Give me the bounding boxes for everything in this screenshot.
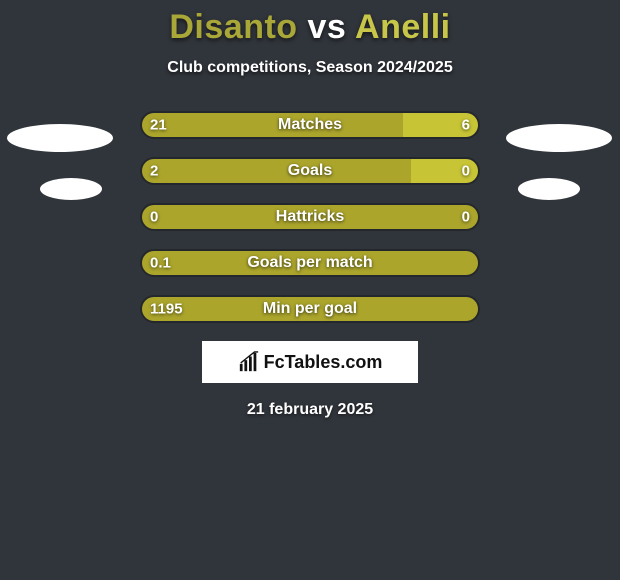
value-right: 6 bbox=[462, 117, 470, 134]
value-left: 1195 bbox=[150, 301, 183, 318]
value-left: 0 bbox=[150, 209, 158, 226]
chart-icon bbox=[238, 351, 260, 373]
brand-badge: FcTables.com bbox=[202, 341, 418, 383]
bar-left bbox=[142, 113, 403, 137]
bar-left bbox=[142, 159, 411, 183]
stat-row: 21 6 Matches bbox=[140, 111, 480, 139]
value-left: 21 bbox=[150, 117, 167, 134]
player-marker bbox=[7, 124, 113, 152]
stat-row: 1195 Min per goal bbox=[140, 295, 480, 323]
value-right: 0 bbox=[462, 209, 470, 226]
player-marker bbox=[40, 178, 102, 200]
page-title: Disanto vs Anelli bbox=[0, 0, 620, 47]
value-right: 0 bbox=[462, 163, 470, 180]
title-player-left: Disanto bbox=[169, 8, 297, 46]
brand-text: FcTables.com bbox=[264, 352, 383, 373]
stat-label: Goals bbox=[288, 162, 332, 180]
value-left: 2 bbox=[150, 163, 158, 180]
stat-row: 0.1 Goals per match bbox=[140, 249, 480, 277]
value-left: 0.1 bbox=[150, 255, 171, 272]
player-marker bbox=[506, 124, 612, 152]
stat-label: Hattricks bbox=[276, 208, 344, 226]
stat-label: Min per goal bbox=[263, 300, 357, 318]
stat-label: Matches bbox=[278, 116, 342, 134]
player-marker bbox=[518, 178, 580, 200]
subtitle: Club competitions, Season 2024/2025 bbox=[0, 59, 620, 77]
stat-label: Goals per match bbox=[247, 254, 372, 272]
stat-row: 2 0 Goals bbox=[140, 157, 480, 185]
title-player-right: Anelli bbox=[355, 8, 451, 46]
date-text: 21 february 2025 bbox=[0, 401, 620, 419]
title-vs: vs bbox=[308, 8, 347, 46]
stat-row: 0 0 Hattricks bbox=[140, 203, 480, 231]
